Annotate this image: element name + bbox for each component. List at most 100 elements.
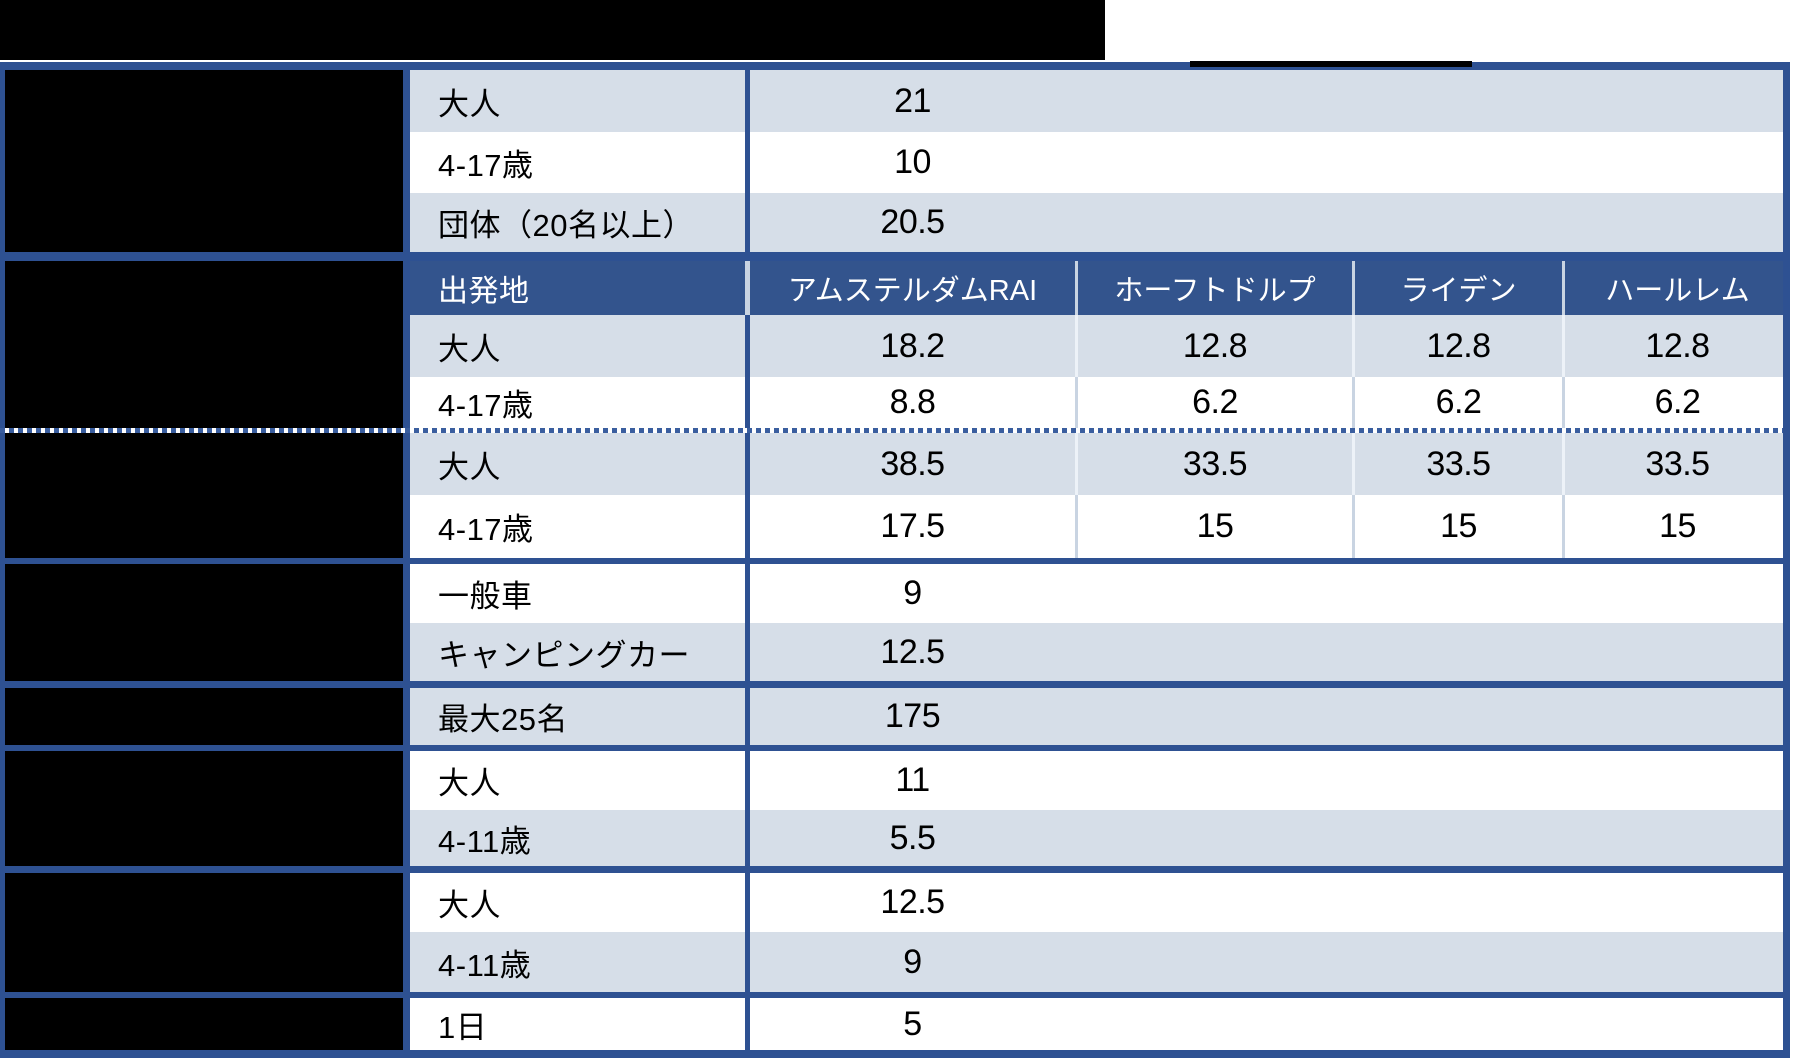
price-table: 大人 21 4-17歳 10 団体（20名以上） 20.5 出発地 アムステルダ… — [0, 62, 1790, 1058]
row-label-cell: 大人 — [410, 70, 750, 132]
row-label: 最大25名 — [438, 702, 568, 737]
redacted-category-cell — [0, 932, 410, 992]
row-value-cell: 38.5 — [750, 433, 1075, 495]
row-value-cell: 5 — [750, 998, 1790, 1050]
row-label-cell: 4-11歳 — [410, 932, 750, 992]
row-label-cell: 4-17歳 — [410, 132, 750, 193]
header-city-cell: ホーフトドルプ — [1075, 261, 1352, 315]
redacted-category-cell — [0, 132, 410, 193]
table-row: 大人 21 — [0, 70, 1783, 132]
row-value: 8.8 — [889, 383, 936, 421]
section-divider — [0, 866, 1783, 873]
row-label: 団体（20名以上） — [438, 208, 694, 243]
redacted-category-cell — [0, 688, 410, 745]
row-value-cell: 9 — [750, 932, 1790, 992]
redacted-category-cell — [0, 70, 410, 132]
row-value-cell: 175 — [750, 688, 1790, 745]
row-label: 4-17歳 — [438, 388, 534, 423]
row-value-cell: 33.5 — [1075, 433, 1352, 495]
row-value-cell: 6.2 — [1352, 377, 1562, 428]
row-value-cell: 21 — [750, 70, 1790, 132]
row-value: 33.5 — [1645, 444, 1710, 483]
header-city-label: ハールレム — [1605, 275, 1750, 307]
redacted-category-cell — [0, 433, 410, 495]
section-divider — [0, 681, 1783, 688]
section-divider — [0, 745, 1783, 751]
row-value: 5.5 — [889, 818, 936, 857]
row-value-cell: 6.2 — [1075, 377, 1352, 428]
row-value: 20.5 — [880, 203, 945, 241]
table-row: 団体（20名以上） 20.5 — [0, 193, 1783, 252]
row-label-cell: 大人 — [410, 751, 750, 810]
row-label-cell: 一般車 — [410, 564, 750, 623]
redacted-category-cell — [0, 495, 410, 558]
row-value: 6.2 — [1192, 383, 1238, 421]
redacted-top-edge-line — [1190, 61, 1472, 67]
row-label-cell: 大人 — [410, 315, 750, 377]
row-value: 21 — [894, 81, 931, 120]
row-label-cell: 団体（20名以上） — [410, 193, 750, 252]
header-city-cell: ライデン — [1352, 261, 1562, 315]
row-label: 4-17歳 — [438, 512, 534, 547]
row-value-cell: 12.5 — [750, 873, 1790, 932]
row-value: 9 — [903, 574, 922, 612]
row-label-cell: 大人 — [410, 873, 750, 932]
section-divider — [0, 992, 1783, 998]
header-city-cell: アムステルダムRAI — [750, 261, 1075, 315]
row-value-cell: 10 — [750, 132, 1790, 193]
row-label: キャンピングカー — [438, 637, 690, 673]
row-value: 12.5 — [880, 632, 945, 671]
row-value: 6.2 — [1654, 383, 1701, 421]
row-value: 10 — [894, 143, 931, 181]
table-row: キャンピングカー 12.5 — [0, 623, 1783, 681]
row-value: 5 — [903, 1004, 922, 1043]
table-row: 4-11歳 5.5 — [0, 810, 1783, 866]
row-value: 38.5 — [880, 444, 945, 483]
row-label-cell: 4-17歳 — [410, 377, 750, 428]
table-row: 4-17歳 17.5 15 15 15 — [0, 495, 1783, 558]
row-value: 12.8 — [1645, 326, 1710, 365]
redacted-category-cell — [0, 873, 410, 932]
table-row: 大人 12.5 — [0, 873, 1783, 932]
row-label: 大人 — [438, 86, 501, 122]
table-row: 大人 38.5 33.5 33.5 33.5 — [0, 433, 1783, 495]
table-row: 4-11歳 9 — [0, 932, 1783, 992]
row-value-cell: 15 — [1352, 495, 1562, 558]
row-value: 17.5 — [880, 507, 945, 545]
header-city-label: アムステルダムRAI — [787, 275, 1038, 307]
row-value: 15 — [1659, 507, 1696, 545]
row-value: 175 — [884, 697, 941, 735]
row-value: 15 — [1196, 507, 1234, 545]
redacted-category-cell — [0, 810, 410, 866]
header-city-cell: ハールレム — [1562, 261, 1790, 315]
row-value-cell: 15 — [1075, 495, 1352, 558]
row-value: 33.5 — [1426, 444, 1491, 483]
row-label-cell: 最大25名 — [410, 688, 750, 745]
row-label: 大人 — [438, 766, 501, 801]
table-row: 最大25名 175 — [0, 688, 1783, 745]
row-label: 一般車 — [438, 579, 533, 614]
row-value-cell: 9 — [750, 564, 1790, 623]
table-row: 大人 11 — [0, 751, 1783, 810]
row-value-cell: 12.5 — [750, 623, 1790, 681]
header-origin-cell: 出発地 — [410, 261, 750, 315]
row-value-cell: 18.2 — [750, 315, 1075, 377]
header-city-label: ホーフトドルプ — [1114, 275, 1316, 307]
redacted-category-cell — [0, 315, 410, 377]
row-value: 6.2 — [1435, 383, 1482, 421]
header-city-label: ライデン — [1400, 275, 1517, 307]
row-label: 大人 — [438, 449, 501, 485]
row-label: 大人 — [438, 888, 501, 923]
table-row: 一般車 9 — [0, 564, 1783, 623]
row-value: 33.5 — [1182, 444, 1248, 483]
row-label: 4-11歳 — [438, 823, 532, 859]
row-value-cell: 20.5 — [750, 193, 1790, 252]
row-value-cell: 12.8 — [1562, 315, 1790, 377]
table-row: 4-17歳 10 — [0, 132, 1783, 193]
row-value-cell: 11 — [750, 751, 1790, 810]
table-row: 4-17歳 8.8 6.2 6.2 6.2 — [0, 377, 1783, 428]
redacted-title-bar — [0, 0, 1105, 60]
redacted-category-cell — [0, 623, 410, 681]
row-label-cell: 大人 — [410, 433, 750, 495]
